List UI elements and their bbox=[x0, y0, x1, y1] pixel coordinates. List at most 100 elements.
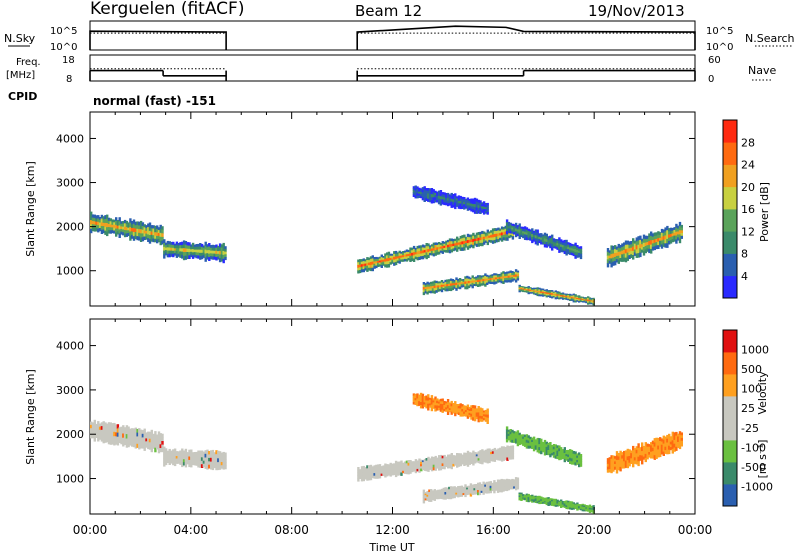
heatmap-cell bbox=[477, 232, 480, 236]
heatmap-cell bbox=[482, 203, 486, 207]
heatmap-cell bbox=[488, 239, 491, 243]
heatmap-cell bbox=[489, 490, 492, 494]
heatmap-cell bbox=[472, 203, 475, 207]
heatmap-cell bbox=[468, 242, 471, 246]
heatmap-cell bbox=[561, 451, 565, 454]
heatmap-cell bbox=[646, 452, 649, 457]
heatmap-cell bbox=[504, 280, 507, 283]
heatmap-cell bbox=[403, 254, 407, 258]
heatmap-cell bbox=[574, 298, 577, 301]
heatmap-cell bbox=[461, 411, 464, 415]
heatmap-cell bbox=[514, 482, 518, 486]
heatmap-cell bbox=[574, 454, 577, 458]
heatmap-cell bbox=[184, 248, 188, 253]
heatmap-cell bbox=[523, 494, 527, 496]
heatmap-cell bbox=[578, 255, 581, 258]
heatmap-cell bbox=[432, 247, 436, 251]
heatmap-cell bbox=[378, 264, 382, 267]
heatmap-cell bbox=[166, 253, 170, 258]
heatmap-cell bbox=[127, 426, 130, 431]
heatmap-cell bbox=[489, 274, 492, 277]
heatmap-cell bbox=[138, 428, 141, 433]
heatmap-cell bbox=[430, 468, 434, 472]
heatmap-cell bbox=[520, 288, 523, 290]
heatmap-cell bbox=[440, 494, 444, 498]
heatmap-cell bbox=[480, 484, 483, 487]
heatmap-cell bbox=[549, 503, 552, 506]
heatmap-cell bbox=[538, 291, 541, 293]
heatmap-cell bbox=[384, 466, 387, 470]
heatmap-cell bbox=[655, 232, 658, 236]
heatmap-cell bbox=[439, 243, 443, 246]
heatmap-cell bbox=[545, 497, 548, 500]
heatmap-cell bbox=[455, 492, 458, 495]
velocity-colorbar-swatch bbox=[723, 396, 737, 419]
heatmap-cell bbox=[118, 430, 121, 434]
heatmap-cell bbox=[447, 244, 450, 248]
heatmap-cell bbox=[509, 448, 513, 452]
heatmap-cell bbox=[466, 404, 470, 408]
heatmap-cell bbox=[635, 449, 638, 454]
heatmap-cell bbox=[500, 481, 503, 485]
heatmap-cell bbox=[173, 245, 177, 249]
heatmap-cell bbox=[541, 498, 545, 501]
heatmap-cell bbox=[552, 293, 556, 296]
heatmap-cell bbox=[200, 457, 204, 462]
heatmap-cell bbox=[427, 193, 430, 197]
heatmap-cell bbox=[637, 244, 640, 250]
heatmap-cell bbox=[474, 458, 477, 462]
heatmap-cell bbox=[454, 247, 457, 251]
heatmap-cell bbox=[538, 441, 541, 445]
heatmap-cell bbox=[409, 470, 412, 474]
heatmap-cell bbox=[393, 465, 396, 469]
heatmap-cell bbox=[208, 454, 211, 459]
heatmap-cell bbox=[579, 246, 583, 250]
heatmap-cell bbox=[364, 474, 367, 478]
heatmap-cell bbox=[509, 479, 512, 482]
heatmap-cell bbox=[439, 196, 443, 200]
heatmap-cell bbox=[434, 402, 437, 406]
heatmap-cell bbox=[454, 199, 457, 203]
heatmap-cell bbox=[116, 436, 120, 442]
heatmap-cell bbox=[545, 500, 548, 503]
heatmap-cell bbox=[172, 455, 175, 459]
heatmap-cell bbox=[120, 433, 123, 438]
heatmap-cell bbox=[588, 504, 592, 507]
heatmap-cell bbox=[428, 397, 432, 401]
heatmap-cell bbox=[186, 252, 189, 256]
heatmap-cell bbox=[532, 232, 536, 236]
heatmap-cell bbox=[466, 240, 470, 244]
heatmap-cell bbox=[486, 484, 489, 487]
heatmap-cell bbox=[621, 455, 624, 459]
heatmap-cell bbox=[576, 502, 579, 505]
heatmap-cell bbox=[136, 432, 139, 437]
heatmap-cell bbox=[608, 258, 611, 262]
heatmap-cell bbox=[561, 452, 565, 456]
heatmap-cell bbox=[565, 454, 568, 457]
heatmap-cell bbox=[193, 457, 197, 461]
heatmap-cell bbox=[164, 458, 168, 462]
heatmap-cell bbox=[412, 186, 416, 189]
heatmap-cell bbox=[375, 261, 378, 264]
heatmap-cell bbox=[416, 464, 419, 468]
heatmap-cell bbox=[423, 468, 427, 471]
heatmap-cell bbox=[463, 455, 466, 459]
heatmap-cell bbox=[156, 228, 159, 233]
heatmap-cell bbox=[653, 450, 656, 456]
heatmap-cell bbox=[217, 465, 220, 471]
heatmap-cell bbox=[364, 268, 367, 271]
heatmap-cell bbox=[518, 284, 521, 287]
heatmap-cell bbox=[505, 228, 509, 232]
heatmap-cell bbox=[420, 466, 423, 469]
heatmap-cell bbox=[443, 409, 446, 412]
heatmap-cell bbox=[493, 480, 496, 484]
heatmap-cell bbox=[382, 261, 385, 264]
heatmap-cell bbox=[628, 449, 631, 453]
heatmap-cell bbox=[490, 235, 493, 238]
heatmap-cell bbox=[129, 428, 132, 433]
heatmap-cell bbox=[498, 280, 502, 283]
heatmap-cell bbox=[129, 438, 132, 443]
heatmap-cell bbox=[136, 221, 139, 226]
heatmap-cell bbox=[364, 263, 367, 267]
heatmap-cell bbox=[561, 504, 565, 507]
